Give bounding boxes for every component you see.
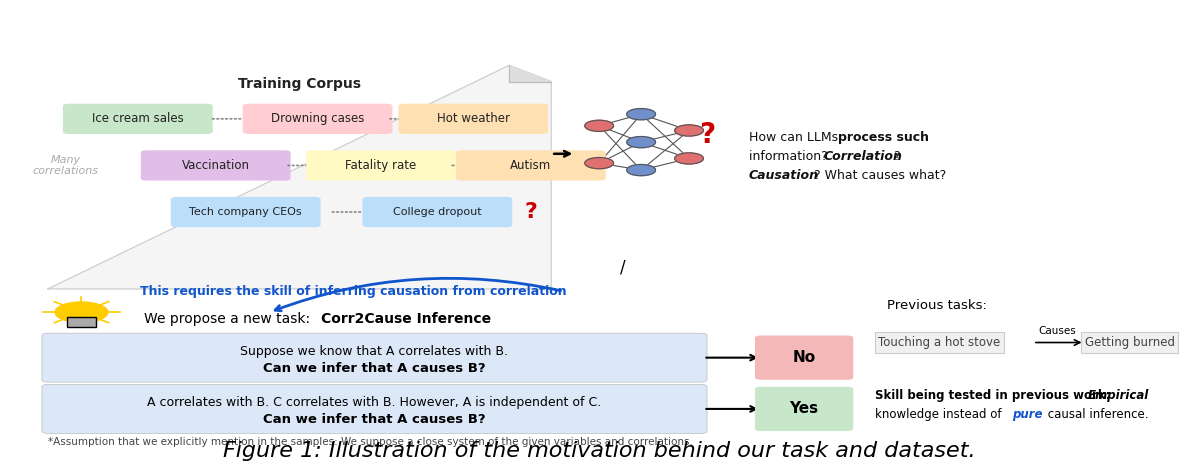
- Circle shape: [626, 137, 655, 148]
- Text: This requires the skill of inferring causation from correlation: This requires the skill of inferring cau…: [140, 285, 566, 298]
- Text: ?: ?: [698, 121, 715, 149]
- Text: Can we infer that A causes B?: Can we infer that A causes B?: [263, 362, 486, 375]
- Circle shape: [55, 302, 108, 322]
- Polygon shape: [509, 65, 551, 82]
- Text: Training Corpus: Training Corpus: [238, 77, 361, 91]
- Text: No: No: [792, 350, 816, 365]
- FancyBboxPatch shape: [140, 150, 290, 180]
- Text: Touching a hot stove: Touching a hot stove: [878, 336, 1001, 349]
- FancyBboxPatch shape: [398, 103, 548, 134]
- FancyBboxPatch shape: [62, 103, 212, 134]
- Text: Suppose we know that A correlates with B.: Suppose we know that A correlates with B…: [240, 344, 509, 357]
- FancyBboxPatch shape: [42, 384, 707, 433]
- Text: pure: pure: [1013, 408, 1043, 421]
- FancyBboxPatch shape: [170, 197, 320, 227]
- Text: Drowning cases: Drowning cases: [271, 112, 365, 125]
- Text: Fatality rate: Fatality rate: [346, 159, 416, 172]
- Text: information?: information?: [749, 150, 832, 163]
- Text: A correlates with B. C correlates with B. However, A is independent of C.: A correlates with B. C correlates with B…: [148, 396, 601, 409]
- Text: Empirical: Empirical: [1088, 389, 1150, 402]
- Text: Correlation: Correlation: [823, 150, 902, 163]
- Circle shape: [674, 153, 703, 164]
- FancyBboxPatch shape: [755, 336, 853, 380]
- Text: knowledge instead of: knowledge instead of: [875, 408, 1006, 421]
- Text: We propose a new task:: We propose a new task:: [144, 312, 314, 326]
- FancyBboxPatch shape: [755, 387, 853, 431]
- Text: Hot weather: Hot weather: [437, 112, 510, 125]
- Text: process such: process such: [838, 131, 929, 144]
- Circle shape: [584, 120, 613, 131]
- Text: Causes: Causes: [1039, 327, 1076, 336]
- Text: ? What causes what?: ? What causes what?: [814, 169, 946, 182]
- FancyBboxPatch shape: [67, 317, 96, 327]
- Text: /: /: [620, 259, 626, 277]
- FancyBboxPatch shape: [456, 150, 606, 180]
- Text: Tech company CEOs: Tech company CEOs: [190, 207, 302, 217]
- Text: ?: ?: [893, 150, 899, 163]
- FancyBboxPatch shape: [242, 103, 392, 134]
- Text: Getting burned: Getting burned: [1085, 336, 1175, 349]
- Text: Can we infer that A causes B?: Can we infer that A causes B?: [263, 413, 486, 426]
- Text: Yes: Yes: [790, 401, 818, 417]
- Circle shape: [674, 125, 703, 136]
- Text: College dropout: College dropout: [394, 207, 481, 217]
- Text: Skill being tested in previous work:: Skill being tested in previous work:: [875, 389, 1115, 402]
- Text: ?: ?: [524, 202, 538, 222]
- Circle shape: [626, 109, 655, 120]
- FancyBboxPatch shape: [42, 333, 707, 382]
- Text: Ice cream sales: Ice cream sales: [92, 112, 184, 125]
- Text: Figure 1: Illustration of the motivation behind our task and dataset.: Figure 1: Illustration of the motivation…: [223, 441, 976, 461]
- Text: Previous tasks:: Previous tasks:: [887, 299, 986, 312]
- FancyBboxPatch shape: [306, 150, 456, 180]
- Text: Many
correlations: Many correlations: [32, 155, 98, 176]
- Text: Autism: Autism: [510, 159, 552, 172]
- Circle shape: [584, 158, 613, 169]
- Text: causal inference.: causal inference.: [1044, 408, 1148, 421]
- FancyBboxPatch shape: [362, 197, 512, 227]
- Text: How can LLMs: How can LLMs: [749, 131, 842, 144]
- Text: Corr2Cause Inference: Corr2Cause Inference: [322, 312, 491, 326]
- Text: Vaccination: Vaccination: [181, 159, 250, 172]
- Text: *Assumption that we explicitly mention in the samples: We suppose a close system: *Assumption that we explicitly mention i…: [48, 437, 692, 447]
- Text: Causation: Causation: [749, 169, 818, 182]
- Circle shape: [626, 164, 655, 176]
- Polygon shape: [48, 65, 551, 289]
